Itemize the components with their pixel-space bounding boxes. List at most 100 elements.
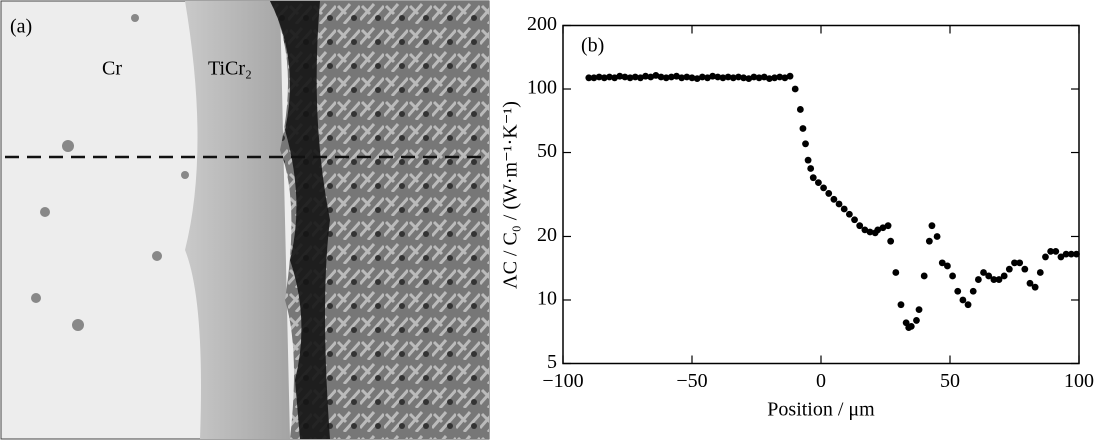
data-point	[1042, 253, 1049, 261]
data-point	[631, 73, 639, 81]
data-point	[796, 106, 804, 113]
data-point	[954, 287, 962, 295]
data-point	[1062, 250, 1070, 258]
y-tick-label: 20	[537, 224, 557, 246]
data-point	[590, 74, 598, 82]
data-point	[840, 205, 848, 213]
data-point	[804, 156, 812, 164]
data-point	[611, 74, 618, 82]
data-point	[667, 73, 675, 81]
data-point	[766, 75, 773, 83]
y-tick-label: 50	[537, 140, 557, 162]
data-point	[771, 74, 778, 82]
data-point	[964, 301, 972, 309]
data-point	[933, 233, 941, 240]
data-point	[786, 72, 794, 80]
data-point	[626, 74, 634, 82]
data-point	[745, 75, 753, 83]
data-point	[621, 73, 629, 81]
data-point	[856, 222, 864, 230]
data-point	[698, 73, 706, 81]
data-point	[714, 73, 722, 81]
x-tick-label: 50	[940, 370, 960, 392]
data-point	[944, 262, 951, 270]
data-point	[913, 317, 920, 324]
data-point	[897, 301, 905, 309]
data-point	[760, 73, 768, 81]
data-point	[1005, 265, 1013, 273]
y-tick-label: 100	[527, 77, 557, 99]
data-point	[657, 73, 665, 81]
data-point	[688, 74, 696, 82]
y-tick-label: 10	[537, 288, 557, 310]
data-point	[673, 72, 680, 80]
data-point	[799, 125, 807, 132]
data-point	[820, 184, 827, 192]
data-point	[585, 74, 593, 82]
data-point	[825, 190, 833, 197]
panel-label: (a)	[10, 16, 32, 38]
data-point	[887, 237, 895, 245]
data-point	[995, 276, 1003, 283]
data-point	[866, 228, 874, 236]
data-point	[807, 165, 815, 172]
data-point	[802, 140, 809, 148]
data-point	[809, 174, 817, 182]
data-point	[776, 73, 784, 81]
data-point	[1052, 247, 1060, 255]
plot: (b) Position / μm ΛC / C₀ / (W·m⁻¹·K⁻¹) …	[500, 13, 1094, 421]
x-tick-label: −50	[676, 370, 707, 392]
data-point	[974, 276, 982, 283]
data-point	[606, 73, 613, 81]
data-point	[642, 72, 649, 80]
ticr2-layer	[185, 1, 290, 439]
data-point	[750, 73, 758, 81]
data-point	[969, 287, 977, 295]
data-point	[915, 306, 923, 314]
data-point	[949, 272, 956, 280]
data-point	[985, 272, 993, 280]
data-point	[879, 224, 887, 232]
data-point	[600, 74, 608, 82]
data-point	[861, 226, 869, 234]
phase-label: TiCr₂	[208, 58, 252, 80]
x-tick-label: −100	[542, 370, 583, 392]
data-point	[892, 269, 900, 276]
data-point	[683, 73, 691, 81]
data-point	[925, 237, 933, 245]
dark-boundary	[270, 1, 330, 439]
data-point	[835, 200, 843, 208]
data-point	[884, 222, 892, 230]
data-point	[1047, 247, 1055, 255]
data-point	[938, 259, 946, 267]
data-point	[1036, 269, 1044, 276]
data-point	[990, 276, 998, 283]
micrograph: (a) Cr TiCr₂	[0, 0, 490, 440]
data-point	[980, 269, 987, 276]
data-point	[704, 74, 711, 82]
data-point	[719, 74, 727, 82]
data-point	[647, 73, 655, 81]
data-point	[662, 74, 670, 82]
data-point	[830, 195, 838, 203]
data-point	[874, 226, 882, 234]
data-point	[781, 74, 789, 82]
data-point	[1016, 259, 1024, 267]
x-tick-label: 100	[1064, 370, 1094, 392]
data-point	[920, 272, 928, 280]
data-point	[595, 73, 603, 81]
panel-label: (b)	[581, 35, 604, 57]
data-point	[1011, 259, 1018, 267]
data-point	[724, 73, 732, 81]
pores	[31, 14, 189, 331]
data-point	[652, 72, 660, 79]
data-point	[616, 72, 624, 80]
data-point	[851, 216, 858, 224]
data-point	[1073, 250, 1080, 258]
data-point	[755, 74, 763, 82]
x-axis-label: Position / μm	[767, 399, 875, 421]
data-point	[1021, 265, 1029, 273]
x-tick-label: 0	[816, 370, 826, 392]
phase-label: Cr	[102, 58, 122, 80]
